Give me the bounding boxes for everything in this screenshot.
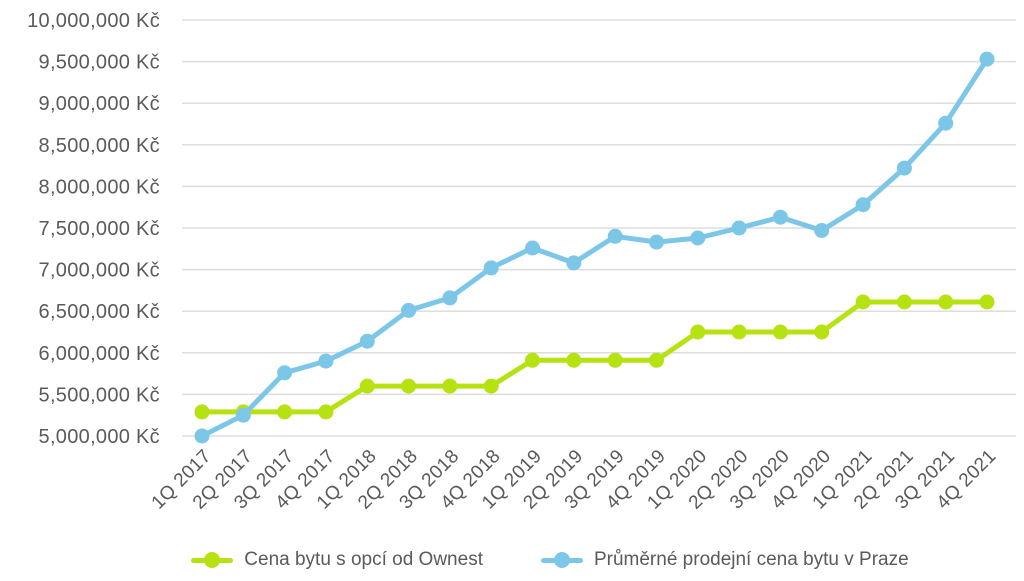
- data-point-series-1: [525, 240, 540, 256]
- y-tick-label: 5,500,000 Kč: [39, 384, 160, 406]
- y-tick-label: 7,500,000 Kč: [39, 218, 160, 240]
- series-line-1: [199, 56, 990, 439]
- data-point-series-1: [938, 115, 954, 131]
- data-point-series-1: [607, 228, 623, 244]
- data-point-series-1: [814, 223, 830, 238]
- data-point-series-0: [896, 294, 912, 310]
- chart-legend: Cena bytu s opcí od Ownest Průměrné prod…: [0, 549, 1024, 571]
- data-point-series-0: [359, 378, 375, 394]
- data-point-series-1: [401, 302, 417, 318]
- data-point-series-0: [607, 352, 623, 368]
- data-point-series-1: [690, 230, 706, 246]
- data-point-series-0: [731, 324, 747, 340]
- y-tick-label: 5,000,000 Kč: [39, 426, 160, 448]
- data-point-series-1: [277, 365, 293, 381]
- y-tick-label: 6,000,000 Kč: [39, 343, 160, 365]
- data-point-series-1: [731, 220, 747, 236]
- y-tick-label: 6,500,000 Kč: [39, 301, 160, 323]
- y-tick-label: 9,000,000 Kč: [39, 93, 160, 115]
- legend-label-praha: Průměrné prodejní cena bytu v Praze: [593, 549, 909, 570]
- legend-marker-praha-icon: [540, 552, 583, 568]
- y-tick-label: 9,500,000 Kč: [39, 52, 160, 74]
- data-point-series-1: [359, 333, 375, 349]
- data-point-series-0: [442, 378, 458, 394]
- data-point-series-0: [525, 352, 540, 368]
- data-point-series-1: [318, 353, 334, 369]
- data-point-series-0: [401, 378, 417, 394]
- y-tick-label: 8,000,000 Kč: [39, 176, 160, 198]
- data-point-series-0: [649, 352, 664, 368]
- data-point-series-1: [235, 407, 251, 423]
- legend-dot-praha: [553, 552, 570, 568]
- data-point-series-1: [649, 234, 664, 250]
- data-point-series-0: [979, 294, 995, 310]
- data-point-series-1: [772, 209, 788, 225]
- series-line-0: [199, 299, 990, 415]
- data-point-series-1: [194, 428, 210, 444]
- data-point-series-0: [194, 404, 210, 420]
- data-point-series-0: [318, 404, 334, 420]
- data-point-series-1: [979, 51, 995, 67]
- data-point-series-1: [442, 290, 458, 306]
- data-point-series-0: [566, 352, 582, 368]
- data-point-series-0: [690, 324, 706, 340]
- y-tick-label: 7,000,000 Kč: [39, 260, 160, 282]
- data-point-series-0: [483, 378, 499, 394]
- data-point-series-0: [814, 324, 830, 340]
- data-point-series-1: [896, 160, 912, 176]
- y-tick-label: 10,000,000 Kč: [27, 10, 160, 32]
- data-point-series-0: [277, 404, 293, 420]
- data-point-series-1: [566, 255, 582, 271]
- legend-item-ownest: Cena bytu s opcí od Ownest: [191, 549, 483, 571]
- data-point-series-1: [483, 260, 499, 276]
- legend-label-ownest: Cena bytu s opcí od Ownest: [244, 549, 483, 570]
- data-point-series-0: [938, 294, 954, 310]
- legend-dot-ownest: [204, 552, 221, 568]
- y-tick-label: 8,500,000 Kč: [39, 135, 160, 157]
- legend-marker-ownest-icon: [191, 552, 234, 568]
- data-point-series-0: [772, 324, 788, 340]
- data-point-series-1: [855, 197, 871, 213]
- legend-item-praha: Průměrné prodejní cena bytu v Praze: [540, 549, 909, 571]
- data-point-series-0: [855, 294, 871, 310]
